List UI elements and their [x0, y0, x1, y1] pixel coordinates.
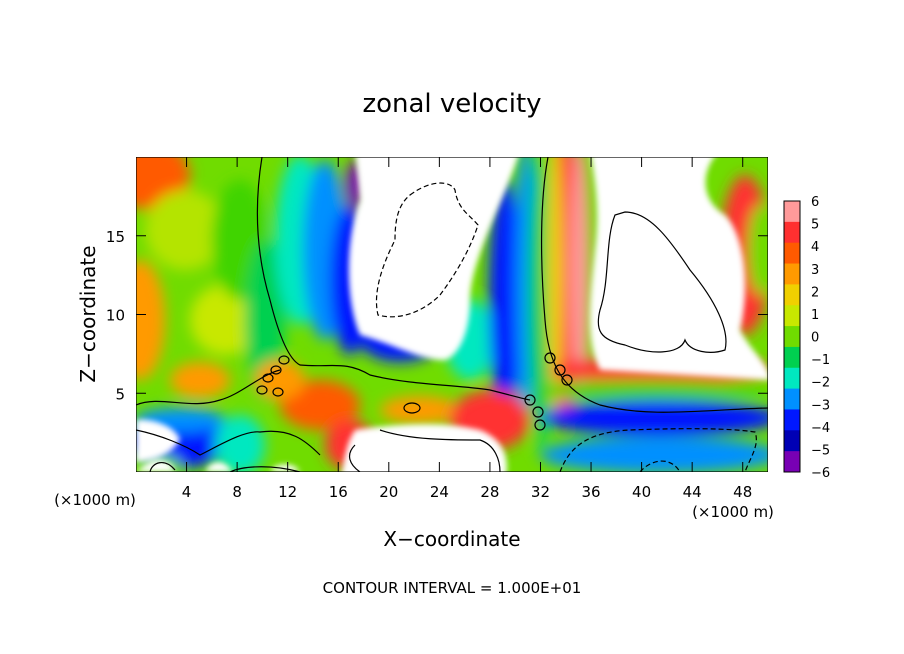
x-tick-label: 44: [683, 483, 702, 501]
colorbar: 6 5 4 3 2 1 0 −1 −2 −3 −4 −5 −6: [783, 195, 830, 481]
colorbar-tick-label: −3: [811, 398, 830, 413]
x-tick-label: 36: [581, 483, 600, 501]
colorbar-tick-label: −5: [811, 443, 830, 458]
x-tick-label: 4: [182, 483, 192, 501]
colorbar-swatch: [784, 409, 800, 431]
colorbar-frame: [783, 200, 801, 473]
x-tick-label: 24: [430, 483, 449, 501]
colorbar-tick-label: 6: [811, 195, 819, 210]
colorbar-tick-label: 5: [811, 218, 819, 233]
colorbar-swatch: [784, 221, 800, 244]
x-tick-label: 20: [379, 483, 398, 501]
colorbar-tick-label: −4: [811, 421, 830, 436]
colorbar-tick-label: −2: [811, 376, 830, 391]
field-lower-blue: [540, 400, 768, 436]
y-tick-label: 5: [115, 385, 125, 403]
colorbar-swatch: [784, 430, 800, 452]
colorbar-swatch: [784, 284, 800, 306]
x-tick-label: 40: [632, 483, 651, 501]
colorbar-tick-label: 4: [811, 240, 819, 255]
contour-upper-right: [597, 211, 727, 353]
x-unit-left: (×1000 m): [54, 491, 136, 509]
x-tick-label: 8: [232, 483, 242, 501]
colorbar-swatch: [784, 388, 800, 410]
colorbar-tick-label: 0: [811, 331, 819, 346]
colorbar-swatch: [784, 242, 800, 265]
colorbar-tick-label: 3: [811, 263, 819, 278]
colorbar-swatch: [784, 451, 800, 473]
x-tick-label: 28: [480, 483, 499, 501]
plot-area: [136, 157, 768, 472]
y-tick-label: 15: [106, 228, 125, 246]
colorbar-swatch: [784, 305, 800, 327]
field-upper-center-blank: [348, 157, 518, 360]
field-lower-center-blank: [341, 424, 507, 472]
contour-negative-upper: [375, 182, 479, 318]
colorbar-swatch: [784, 346, 800, 369]
colorbar-tick-label: 1: [811, 308, 819, 323]
contour-zero-diagonal: [540, 157, 768, 413]
x-tick-label: 32: [531, 483, 550, 501]
contour-zero-left: [256, 157, 531, 401]
x-tick-label: 12: [278, 483, 297, 501]
colorbar-tick-label: −1: [811, 353, 830, 368]
colorbar-swatch: [784, 326, 800, 348]
x-axis-label: X−coordinate: [383, 527, 520, 551]
colorbar-tick-label: 2: [811, 285, 819, 300]
field-left-blue: [245, 240, 285, 400]
field-upper-right-blank: [590, 157, 768, 380]
colorbar-tick-label: −6: [811, 466, 830, 481]
contour-negative-lower-right: [559, 428, 757, 472]
colorbar-swatch: [784, 263, 800, 285]
chart-title: zonal velocity: [362, 89, 541, 119]
y-tick-label: 10: [106, 307, 125, 325]
y-axis-label: Z−coordinate: [76, 245, 100, 382]
colorbar-swatch: [784, 201, 800, 223]
contour-interval-note: CONTOUR INTERVAL = 1.000E+01: [323, 579, 582, 597]
colorbar-swatch: [784, 367, 800, 390]
x-tick-label: 48: [733, 483, 752, 501]
x-tick-label: 16: [329, 483, 348, 501]
x-unit-right: (×1000 m): [692, 503, 774, 521]
